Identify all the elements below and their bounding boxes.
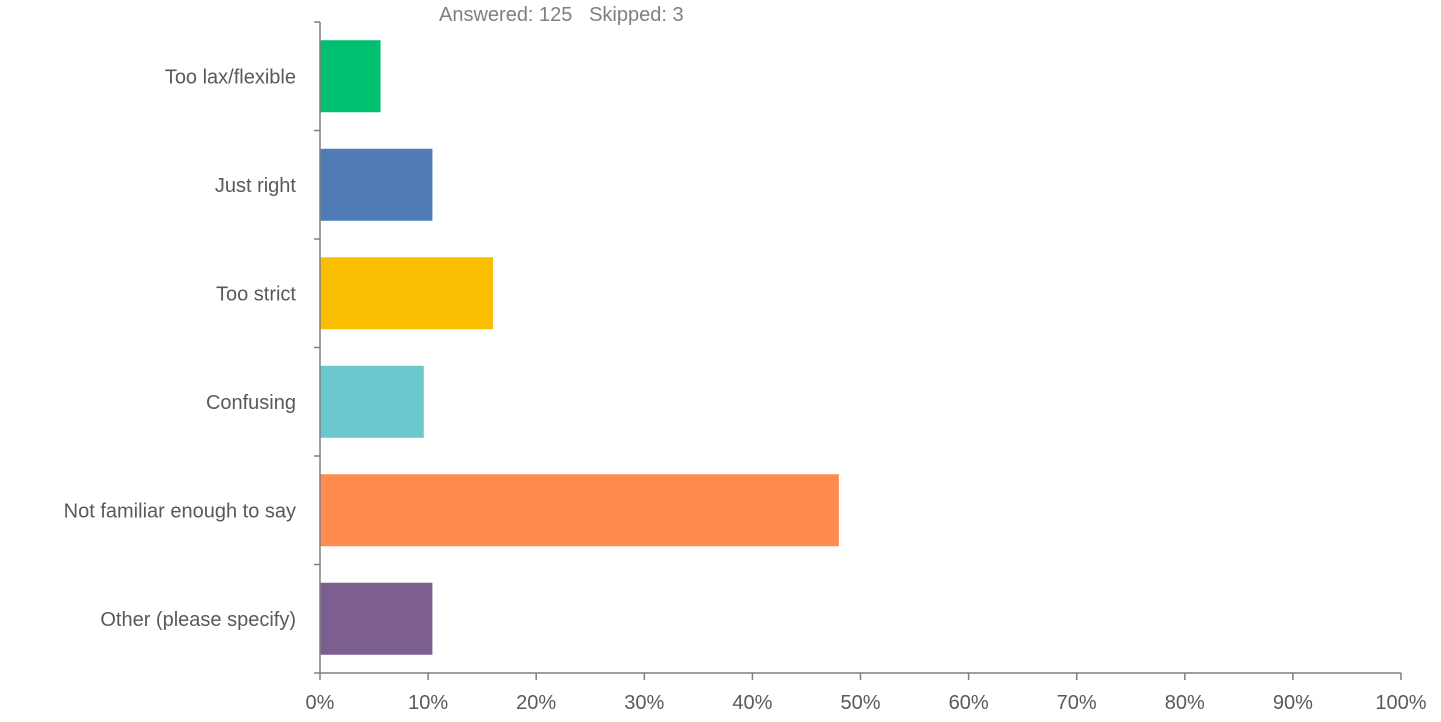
- chart-subtitle: Answered: 125 Skipped: 3: [439, 4, 684, 26]
- bar-5: [320, 582, 433, 655]
- x-tick-label-2: 20%: [516, 692, 556, 714]
- bar-0: [320, 40, 381, 113]
- bar-4: [320, 474, 839, 547]
- bar-1: [320, 148, 433, 221]
- x-tick-label-1: 10%: [408, 692, 448, 714]
- x-tick-label-8: 80%: [1165, 692, 1205, 714]
- x-tick-label-9: 90%: [1273, 692, 1313, 714]
- x-tick-label-6: 60%: [949, 692, 989, 714]
- category-label-0: Too lax/flexible: [165, 66, 296, 88]
- x-tick-label-10: 100%: [1375, 692, 1426, 714]
- category-label-2: Too strict: [216, 283, 296, 305]
- category-label-4: Not familiar enough to say: [64, 500, 296, 522]
- x-tick-label-3: 30%: [624, 692, 664, 714]
- bar-2: [320, 257, 493, 330]
- category-label-1: Just right: [215, 175, 297, 197]
- x-tick-label-4: 40%: [732, 692, 772, 714]
- x-tick-label-5: 50%: [840, 692, 880, 714]
- bar-3: [320, 365, 424, 438]
- x-tick-label-0: 0%: [306, 692, 335, 714]
- x-tick-label-7: 70%: [1057, 692, 1097, 714]
- category-label-5: Other (please specify): [100, 609, 296, 631]
- category-label-3: Confusing: [206, 392, 296, 414]
